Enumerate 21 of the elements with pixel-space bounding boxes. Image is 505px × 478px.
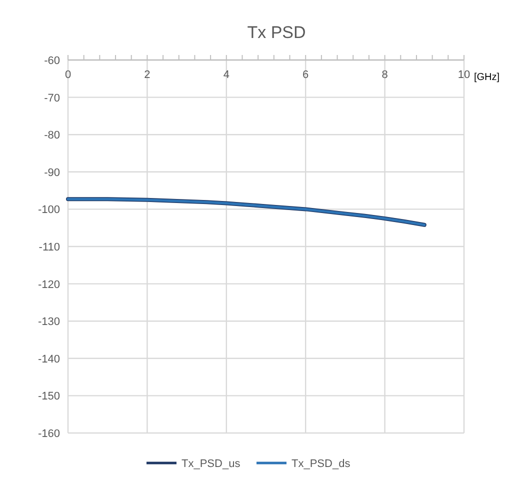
- x-tick-label: 10: [458, 69, 470, 81]
- x-tick-label: 2: [144, 69, 150, 81]
- x-tick-label: 8: [382, 69, 388, 81]
- x-tick-label: 4: [223, 69, 230, 81]
- y-tick-label: -160: [38, 428, 60, 440]
- y-tick-label: -80: [44, 130, 60, 142]
- y-tick-label: -150: [38, 390, 60, 403]
- chart-title: Tx PSD: [247, 23, 306, 42]
- legend-label: Tx_PSD_ds: [292, 458, 351, 470]
- y-tick-label: -140: [38, 353, 60, 366]
- y-tick-label: -110: [38, 242, 60, 254]
- y-tick-label: -90: [44, 166, 60, 179]
- y-tick-label: -70: [44, 92, 60, 104]
- y-tick-label: -120: [38, 278, 60, 291]
- x-axis-title: [GHz]: [474, 72, 500, 83]
- y-tick-label: -130: [38, 316, 60, 328]
- x-tick-label: 0: [64, 69, 72, 81]
- y-tick-label: -60: [44, 55, 60, 67]
- legend-label: Tx_PSD_us: [182, 458, 241, 470]
- y-tick-label: -100: [38, 204, 60, 216]
- x-tick-label: 6: [302, 69, 309, 81]
